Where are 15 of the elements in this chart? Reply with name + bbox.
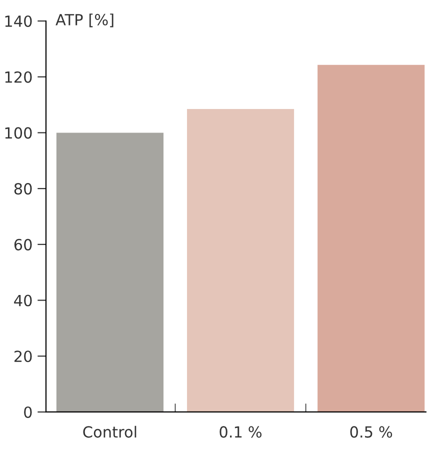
bar [318,64,425,412]
y-tick-label: 120 [5,71,32,83]
bar [56,132,164,412]
y-tick-label: 0 [24,406,32,418]
x-tick-label: 0.1 % [220,426,262,438]
x-tick-label: 0.5 % [350,426,392,438]
y-tick-label: 100 [5,127,32,139]
y-tick-label: 140 [5,15,32,28]
bar [186,108,294,412]
y-tick-label: 40 [14,294,32,306]
y-tick-label: 80 [14,183,32,195]
y-tick-label: 20 [14,350,32,362]
x-tick-label: Control [83,426,136,438]
y-axis-title: ATP [%] [56,14,114,28]
y-tick-label: 60 [14,238,32,250]
